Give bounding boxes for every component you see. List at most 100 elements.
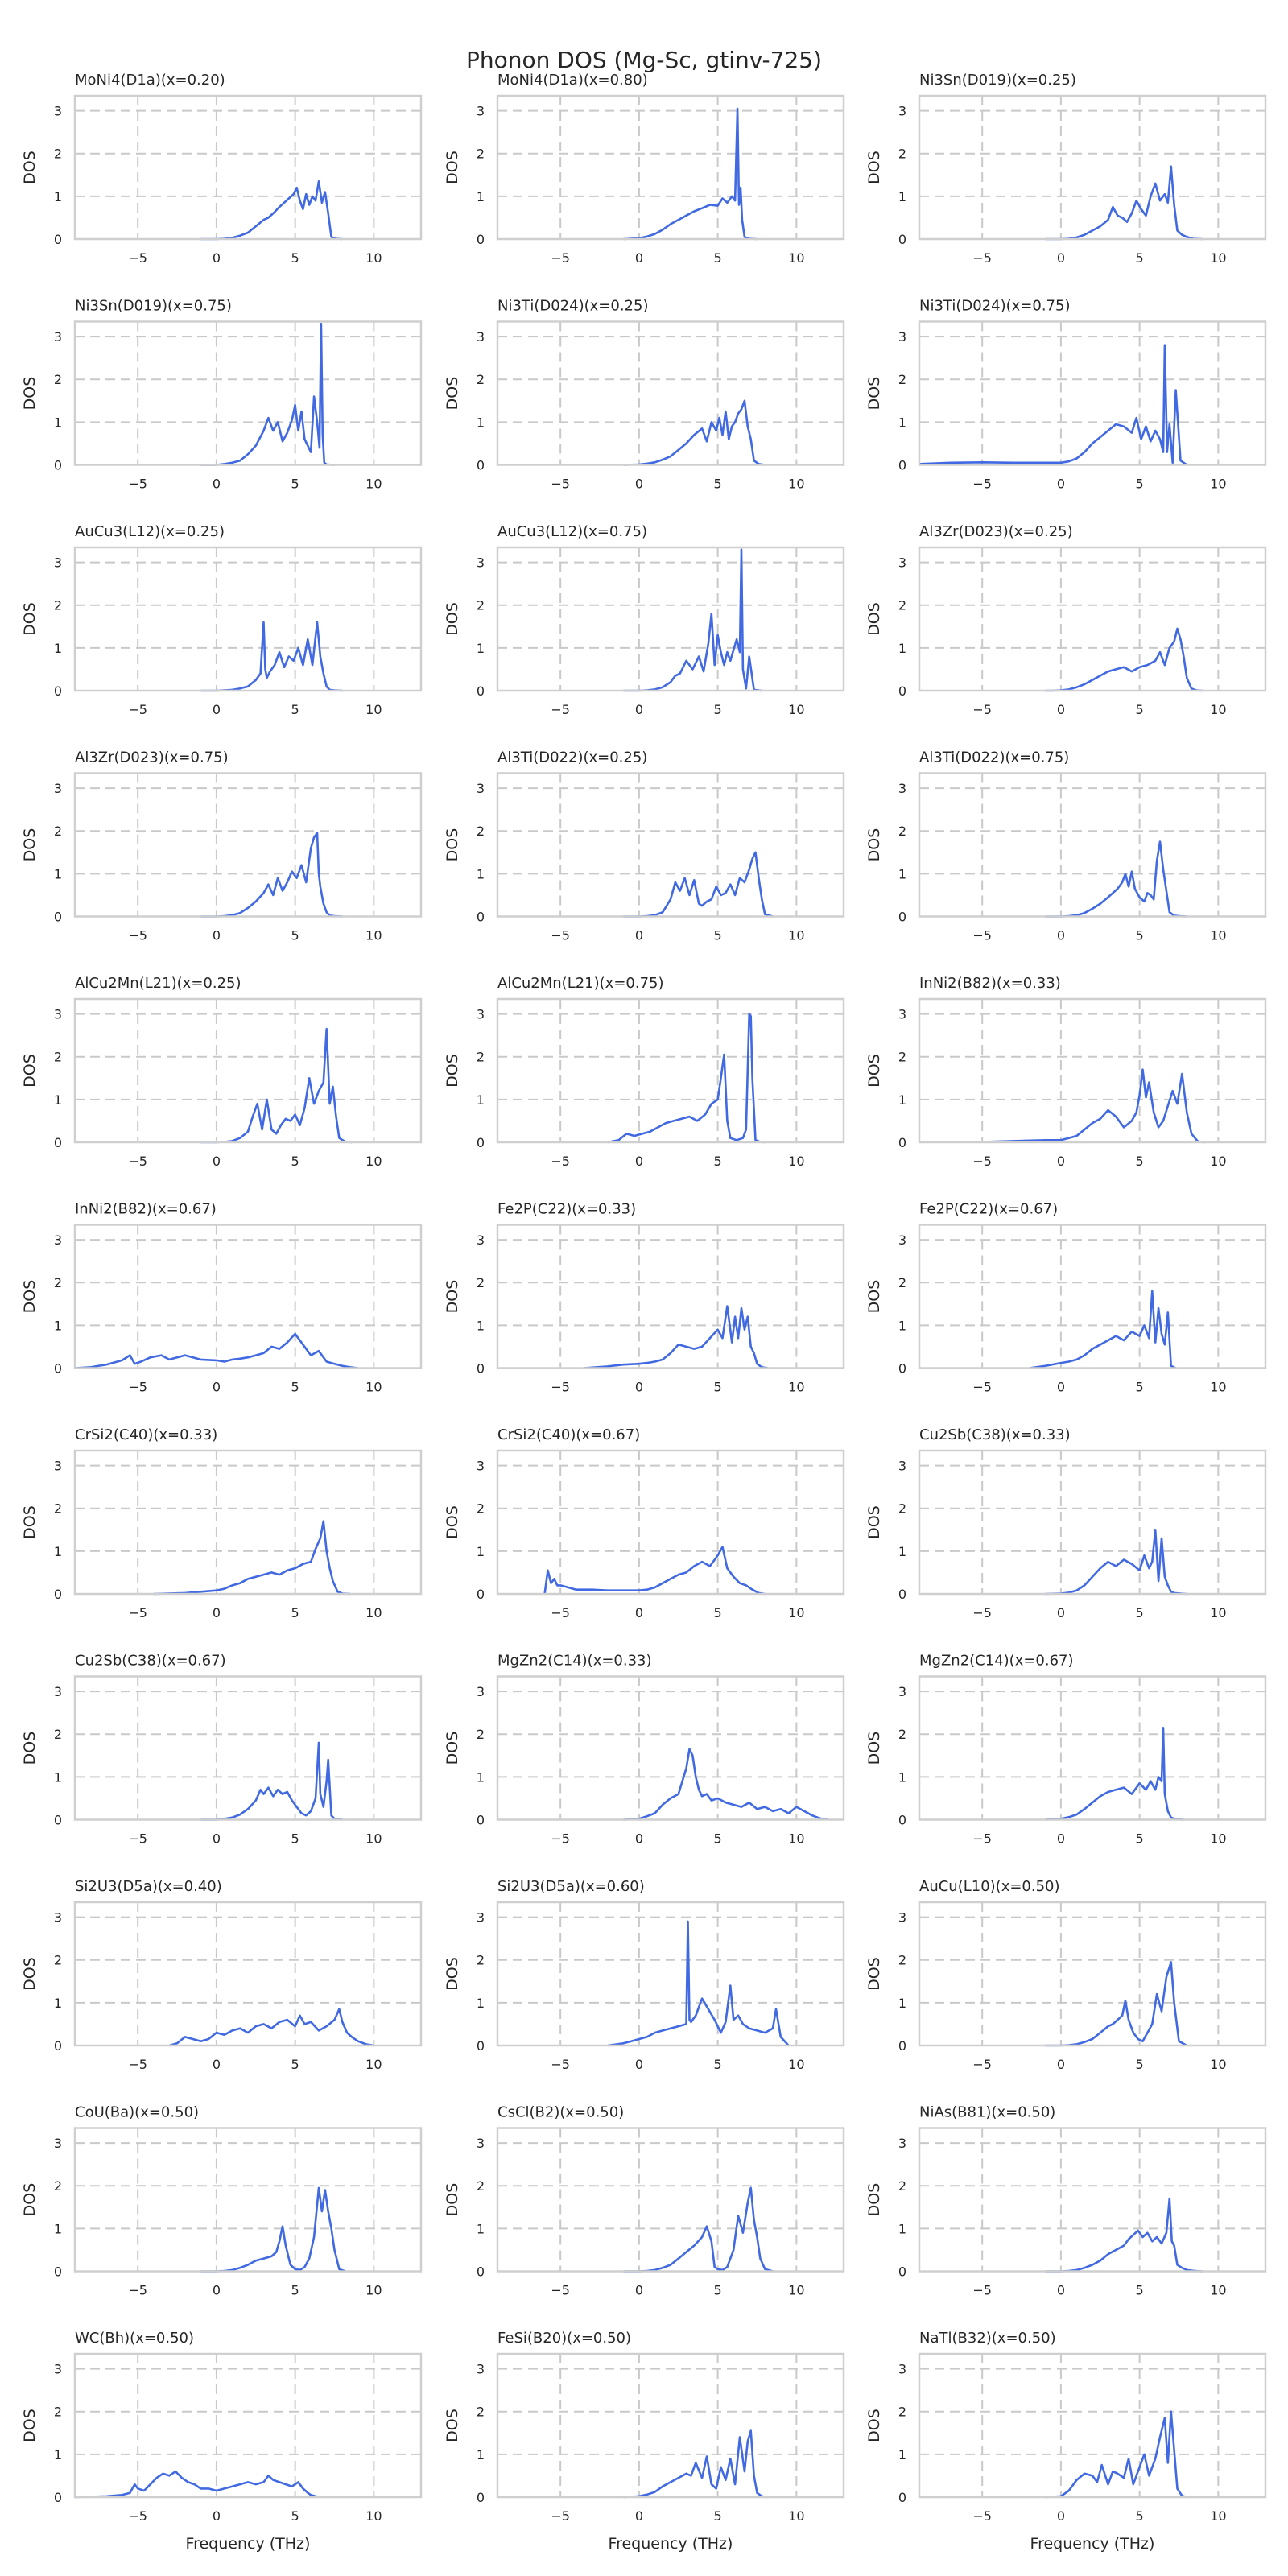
x-tick-label: 5 bbox=[1136, 2508, 1144, 2524]
dos-curve bbox=[200, 2186, 346, 2273]
x-tick-label: 0 bbox=[213, 2508, 221, 2524]
axes-frame bbox=[496, 1901, 845, 2047]
subplot-title: Al3Ti(D022)(x=0.25) bbox=[497, 749, 647, 766]
x-tick-label: −5 bbox=[551, 928, 570, 943]
axes-frame bbox=[496, 1224, 845, 1369]
x-tick-label: 10 bbox=[788, 2283, 804, 2298]
y-axis-label: DOS bbox=[444, 1505, 461, 1539]
x-tick-label: 10 bbox=[1210, 2283, 1226, 2298]
y-tick-label: 1 bbox=[477, 1318, 485, 1333]
y-tick-label: 3 bbox=[477, 1232, 485, 1248]
y-tick-label: 3 bbox=[477, 1007, 485, 1022]
y-tick-label: 1 bbox=[54, 641, 62, 656]
x-tick-label: −5 bbox=[551, 1154, 570, 1169]
dos-curve bbox=[1045, 840, 1187, 918]
y-tick-label: 0 bbox=[898, 458, 906, 473]
x-tick-label: 0 bbox=[635, 2283, 643, 2298]
y-axis-label: DOS bbox=[21, 1280, 39, 1314]
y-tick-label: 1 bbox=[54, 2221, 62, 2236]
y-axis-label: DOS bbox=[865, 1957, 883, 1991]
dos-curve bbox=[200, 832, 343, 918]
y-tick-label: 2 bbox=[54, 2178, 62, 2194]
x-tick-label: 5 bbox=[1136, 1154, 1144, 1169]
y-tick-label: 2 bbox=[477, 1275, 485, 1290]
x-tick-label: 10 bbox=[365, 1605, 382, 1620]
y-tick-label: 2 bbox=[898, 598, 906, 613]
dos-curve bbox=[607, 1920, 790, 2047]
x-tick-label: 5 bbox=[714, 1831, 722, 1847]
x-tick-label: 10 bbox=[365, 250, 382, 266]
axes-frame bbox=[496, 94, 845, 241]
y-tick-label: 0 bbox=[477, 2264, 485, 2280]
x-tick-label: 0 bbox=[635, 2508, 643, 2524]
x-tick-label: 10 bbox=[1210, 1380, 1226, 1395]
subplot-title: InNi2(B82)(x=0.33) bbox=[919, 975, 1061, 992]
axes-frame bbox=[73, 1449, 423, 1596]
dos-curve bbox=[200, 1741, 343, 1821]
y-tick-label: 0 bbox=[477, 2490, 485, 2505]
axes-frame bbox=[918, 2352, 1267, 2499]
axes-frame bbox=[918, 1224, 1267, 1369]
subplot-title: Ni3Ti(D024)(x=0.25) bbox=[497, 298, 648, 315]
axes-frame bbox=[496, 1449, 845, 1596]
x-tick-label: −5 bbox=[972, 2057, 992, 2072]
y-tick-label: 2 bbox=[54, 598, 62, 613]
y-tick-label: 1 bbox=[898, 2447, 906, 2462]
subplot-title: WC(Bh)(x=0.50) bbox=[75, 2330, 194, 2347]
dos-curve bbox=[1045, 627, 1203, 692]
x-tick-label: 0 bbox=[635, 2057, 643, 2072]
x-tick-label: 10 bbox=[365, 1154, 382, 1169]
axes-frame bbox=[73, 2127, 423, 2273]
x-tick-label: −5 bbox=[551, 2283, 570, 2298]
subplot-title: Si2U3(D5a)(x=0.60) bbox=[497, 1878, 645, 1895]
y-tick-label: 3 bbox=[54, 1007, 62, 1022]
axes-frame bbox=[496, 1675, 845, 1821]
axes-frame bbox=[918, 2127, 1267, 2273]
y-tick-label: 0 bbox=[898, 683, 906, 699]
subplot-title: Al3Ti(D022)(x=0.75) bbox=[919, 749, 1069, 766]
y-tick-label: 2 bbox=[898, 147, 906, 162]
x-tick-label: 10 bbox=[788, 250, 804, 266]
y-tick-label: 2 bbox=[477, 372, 485, 387]
y-tick-label: 3 bbox=[54, 2136, 62, 2151]
axes-frame bbox=[496, 997, 845, 1144]
x-tick-label: −5 bbox=[972, 928, 992, 943]
x-tick-label: 0 bbox=[1057, 477, 1065, 492]
x-tick-label: 5 bbox=[291, 250, 299, 266]
y-tick-label: 2 bbox=[898, 2178, 906, 2194]
x-axis-label: Frequency (THz) bbox=[609, 2535, 733, 2553]
y-axis-label: DOS bbox=[444, 1732, 461, 1765]
x-tick-label: 0 bbox=[635, 1380, 643, 1395]
subplot-16: −5 0 5 10 0 1 2 3 InNi2(B82)(x=0.67) DOS bbox=[21, 1201, 423, 1395]
x-tick-label: 5 bbox=[714, 702, 722, 717]
dos-curve bbox=[1045, 2410, 1187, 2499]
y-tick-label: 0 bbox=[477, 232, 485, 247]
x-tick-label: 10 bbox=[1210, 1831, 1226, 1847]
y-tick-label: 1 bbox=[54, 415, 62, 430]
axes-frame bbox=[73, 94, 423, 241]
y-tick-label: 0 bbox=[54, 2038, 62, 2054]
x-tick-label: 0 bbox=[1057, 250, 1065, 266]
y-tick-label: 3 bbox=[477, 2362, 485, 2377]
y-tick-label: 1 bbox=[898, 866, 906, 881]
y-tick-label: 1 bbox=[54, 1318, 62, 1333]
x-tick-label: 0 bbox=[1057, 1154, 1065, 1169]
subplot-title: AlCu2Mn(L21)(x=0.25) bbox=[75, 975, 242, 992]
dos-curve bbox=[623, 851, 774, 918]
subplot-13: −5 0 5 10 0 1 2 3 AlCu2Mn(L21)(x=0.25) DOS bbox=[21, 975, 423, 1169]
x-tick-label: 5 bbox=[714, 2283, 722, 2298]
y-tick-label: 0 bbox=[477, 458, 485, 473]
y-tick-label: 3 bbox=[477, 104, 485, 119]
subplot-26: −5 0 5 10 0 1 2 3 Si2U3(D5a)(x=0.60) DOS bbox=[444, 1878, 845, 2072]
y-tick-label: 2 bbox=[477, 1501, 485, 1517]
y-tick-label: 0 bbox=[898, 2490, 906, 2505]
y-tick-label: 3 bbox=[898, 555, 906, 571]
y-axis-label: DOS bbox=[444, 1280, 461, 1314]
subplot-29: −5 0 5 10 0 1 2 3 CsCl(B2)(x=0.50) DOS bbox=[444, 2104, 845, 2298]
y-tick-label: 0 bbox=[477, 2038, 485, 2054]
dos-curve bbox=[623, 107, 758, 241]
subplot-title: MoNi4(D1a)(x=0.20) bbox=[75, 72, 225, 89]
y-tick-label: 1 bbox=[477, 866, 485, 881]
axes-frame bbox=[496, 2127, 845, 2273]
subplot-14: −5 0 5 10 0 1 2 3 AlCu2Mn(L21)(x=0.75) DOS bbox=[444, 975, 845, 1169]
